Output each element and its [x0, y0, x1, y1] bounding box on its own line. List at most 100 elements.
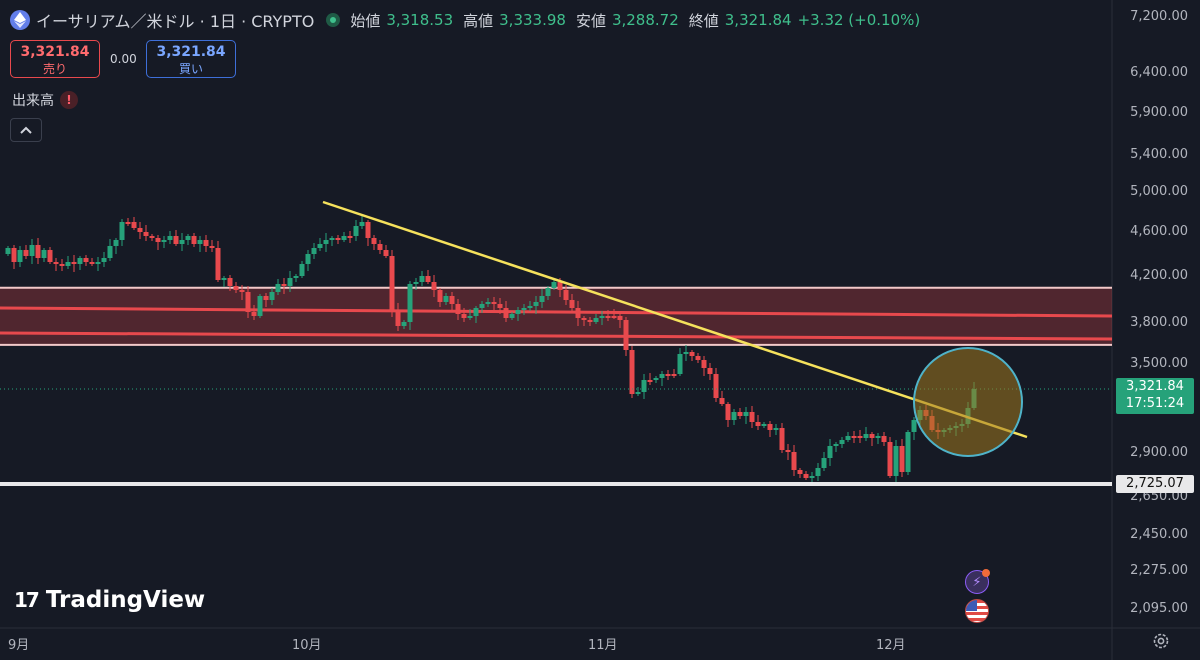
- candle-body: [515, 310, 521, 314]
- gear-icon[interactable]: [1152, 632, 1170, 650]
- candle-body: [161, 240, 167, 242]
- candle-body: [473, 308, 479, 316]
- candle-body: [611, 316, 617, 318]
- candle-body: [677, 354, 683, 374]
- candle-body: [707, 368, 713, 374]
- candle-body: [407, 284, 413, 322]
- candle-body: [371, 238, 377, 244]
- candle-body: [509, 314, 515, 318]
- price-tick: 7,200.00: [1130, 9, 1188, 24]
- collapse-button[interactable]: [10, 118, 42, 142]
- candle-body: [71, 262, 77, 264]
- volume-indicator[interactable]: 出来高 !: [12, 90, 78, 110]
- spread-value: 0.00: [110, 52, 137, 66]
- candle-body: [731, 412, 737, 420]
- candle-body: [455, 304, 461, 314]
- candle-body: [551, 282, 557, 288]
- warning-icon[interactable]: !: [60, 91, 78, 109]
- symbol-title[interactable]: イーサリアム／米ドル · 1日 · CRYPTO: [36, 12, 315, 31]
- candle-body: [83, 258, 89, 262]
- candle-body: [353, 226, 359, 236]
- candle-body: [425, 276, 431, 282]
- candle-body: [239, 290, 245, 292]
- open-label: 始値: [350, 11, 381, 30]
- candle-body: [803, 474, 809, 478]
- market-status-icon[interactable]: [326, 13, 341, 27]
- current-price-tag: 3,321.84 17:51:24: [1116, 378, 1194, 414]
- candle-body: [821, 458, 827, 468]
- flash-icon[interactable]: ⚡: [965, 569, 990, 594]
- candle-body: [227, 278, 233, 286]
- candle-body: [497, 304, 503, 308]
- candle-body: [215, 248, 221, 280]
- candle-body: [845, 436, 851, 440]
- buy-button[interactable]: 3,321.84 買い: [146, 40, 236, 78]
- candle-body: [449, 296, 455, 304]
- candle-body: [311, 248, 317, 254]
- candle-body: [833, 444, 839, 446]
- candle-body: [437, 290, 443, 302]
- candle-body: [413, 282, 419, 284]
- candle-body: [623, 320, 629, 350]
- candle-body: [431, 282, 437, 290]
- sell-button[interactable]: 3,321.84 売り: [10, 40, 100, 78]
- candle-body: [383, 250, 389, 256]
- candle-body: [851, 436, 857, 438]
- candle-body: [533, 302, 539, 306]
- time-tick: 10月: [292, 638, 322, 653]
- candle-body: [563, 290, 569, 300]
- candle-body: [131, 222, 137, 228]
- candle-body: [17, 250, 23, 262]
- candle-body: [203, 240, 209, 246]
- trendline[interactable]: [322, 200, 1028, 439]
- candle-body: [89, 262, 95, 264]
- candle-body: [701, 360, 707, 368]
- candle-body: [755, 422, 761, 426]
- candle-body: [107, 246, 113, 258]
- price-tick: 4,600.00: [1130, 224, 1188, 239]
- candle-body: [899, 446, 905, 472]
- candle-body: [167, 236, 173, 240]
- candle-body: [335, 238, 341, 240]
- price-tick: 3,800.00: [1130, 315, 1188, 330]
- price-tick: 2,275.00: [1130, 563, 1188, 578]
- candle-body: [479, 304, 485, 308]
- candle-body: [275, 284, 281, 292]
- candle-body: [155, 238, 161, 242]
- candle-body: [617, 316, 623, 320]
- candle-body: [557, 282, 563, 290]
- high-label: 高値: [463, 11, 494, 30]
- candle-body: [587, 320, 593, 322]
- candle-body: [257, 296, 263, 316]
- candle-body: [875, 436, 881, 438]
- candle-body: [305, 254, 311, 264]
- candle-body: [689, 352, 695, 356]
- us-flag-icon[interactable]: [965, 599, 989, 623]
- highlight-circle[interactable]: [913, 347, 1023, 457]
- candle-body: [659, 374, 665, 378]
- sell-price: 3,321.84: [20, 44, 90, 60]
- zone-mid-line-lower: [0, 331, 1113, 341]
- price-tick: 6,400.00: [1130, 65, 1188, 80]
- current-price-text: 3,321.84: [1126, 379, 1184, 394]
- candle-body: [773, 428, 779, 430]
- candle-body: [119, 222, 125, 240]
- candle-body: [287, 278, 293, 286]
- candle-body: [719, 398, 725, 404]
- candle-body: [293, 276, 299, 278]
- candle-body: [59, 264, 65, 266]
- candle-body: [539, 296, 545, 302]
- price-tick: 5,400.00: [1130, 147, 1188, 162]
- candle-body: [197, 240, 203, 244]
- tradingview-logo: 17 TradingView: [14, 587, 205, 613]
- candle-body: [5, 248, 11, 254]
- candle-body: [359, 222, 365, 226]
- buy-price: 3,321.84: [156, 44, 226, 60]
- candle-body: [137, 228, 143, 232]
- candle-body: [749, 412, 755, 422]
- candle-body: [839, 440, 845, 444]
- candle-body: [827, 446, 833, 458]
- candle-body: [797, 470, 803, 474]
- candle-body: [527, 306, 533, 308]
